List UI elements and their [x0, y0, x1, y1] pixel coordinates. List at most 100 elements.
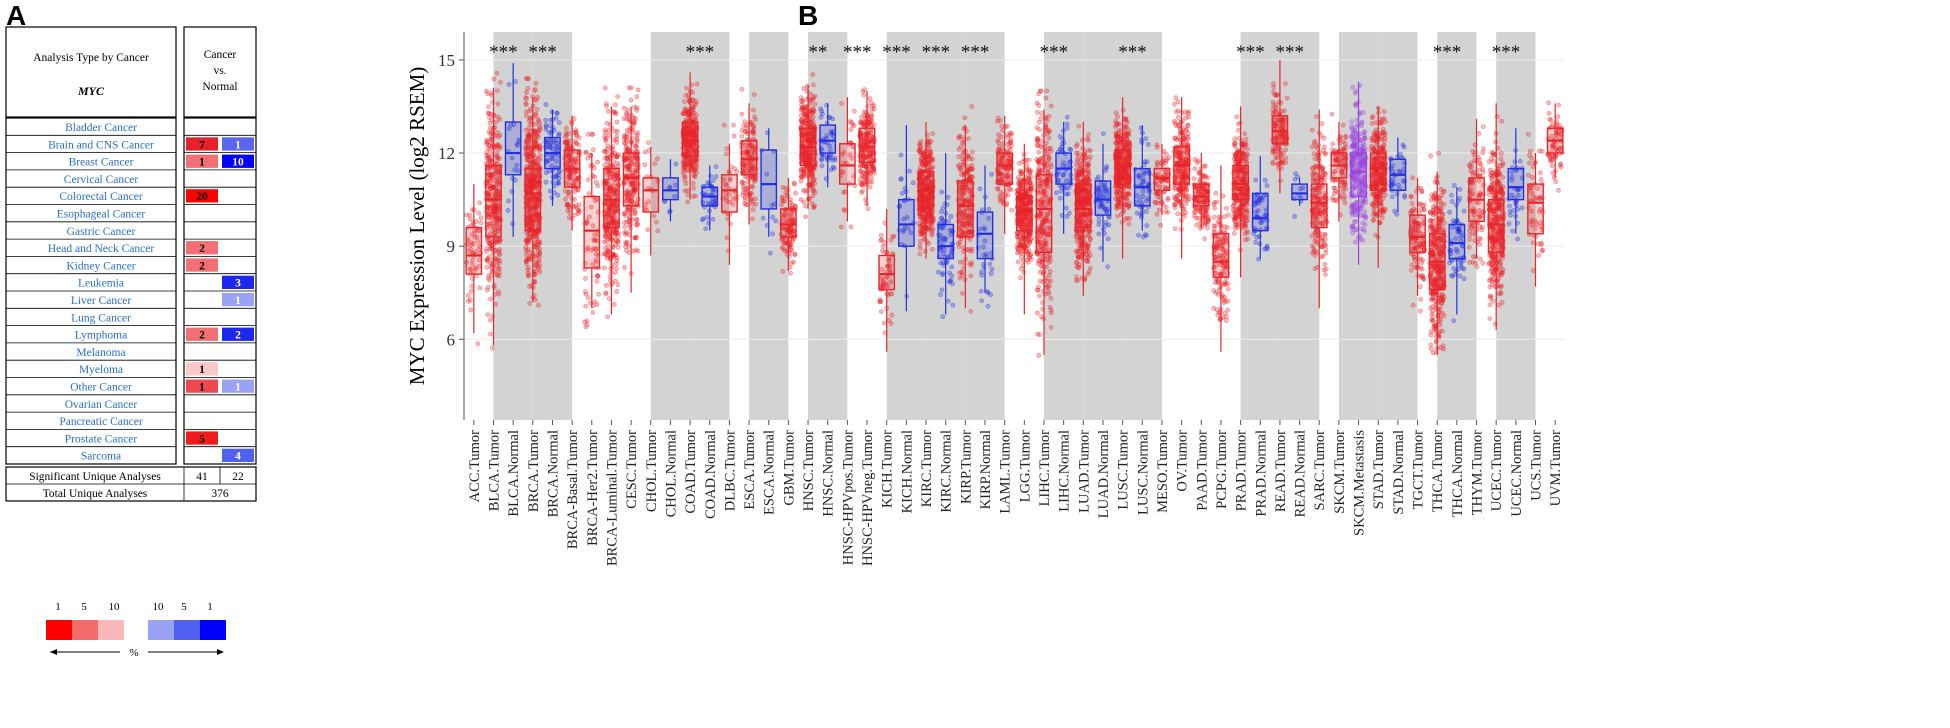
data-point [674, 162, 678, 166]
data-point [487, 278, 491, 282]
legend-unit: % [129, 647, 138, 659]
data-point [1016, 260, 1020, 264]
data-point [918, 239, 922, 243]
data-point [714, 174, 718, 178]
data-point [686, 193, 690, 197]
data-point [544, 180, 548, 184]
data-point [700, 218, 704, 222]
data-point [536, 131, 540, 135]
data-point [704, 227, 708, 231]
data-point [947, 219, 951, 223]
total-value: 376 [211, 488, 229, 500]
data-point [586, 178, 590, 182]
x-tick-label: BRCA-Luminal.Tumor [604, 430, 620, 566]
data-point [604, 283, 608, 287]
data-point [745, 203, 749, 207]
data-point [613, 271, 617, 275]
data-point [872, 123, 876, 127]
cancer-name: Colorectal Cancer [59, 191, 143, 203]
data-point [869, 176, 873, 180]
data-point [957, 155, 961, 159]
data-point [1037, 150, 1041, 154]
data-point [921, 232, 925, 236]
data-point [866, 122, 870, 126]
data-point [1049, 325, 1053, 329]
data-point [592, 166, 596, 170]
data-point [1037, 128, 1041, 132]
data-point [917, 212, 921, 216]
data-point [799, 198, 803, 202]
data-point [931, 132, 935, 136]
data-point [544, 102, 548, 106]
data-point [652, 214, 656, 218]
x-tick-label: DLBC.Tumor [722, 430, 738, 511]
data-point [946, 195, 950, 199]
data-point [740, 112, 744, 116]
data-point [725, 236, 729, 240]
data-point [526, 247, 530, 251]
box [1017, 197, 1032, 231]
y-tick-label: 9 [447, 237, 456, 256]
data-point [623, 225, 627, 229]
down-count: 3 [235, 278, 241, 290]
data-point [929, 221, 933, 225]
x-tick-label: KIRP.Tumor [958, 430, 974, 504]
data-point [927, 209, 931, 213]
data-point [868, 185, 872, 189]
data-point [996, 133, 1000, 137]
data-point [691, 194, 695, 198]
cancer-name: Melanoma [76, 347, 125, 359]
header-analysis-type: Analysis Type by Cancer [33, 52, 149, 64]
data-point [931, 159, 935, 163]
data-point [526, 86, 530, 90]
data-point [803, 204, 807, 208]
data-point [1019, 267, 1023, 271]
data-point [751, 124, 755, 128]
legend-up-swatch [98, 620, 124, 640]
cancer-name: Myeloma [79, 364, 123, 376]
data-point [536, 303, 540, 307]
x-tick-label: HNSC.Normal [821, 430, 837, 517]
data-point [849, 127, 853, 131]
data-point [1058, 196, 1062, 200]
data-point [751, 108, 755, 112]
up-count: 2 [199, 260, 205, 272]
data-point [1047, 280, 1051, 284]
x-tick-label: ESCA.Tumor [742, 430, 758, 510]
data-point [861, 163, 865, 167]
data-point [498, 248, 502, 252]
data-point [538, 158, 542, 162]
data-point [494, 238, 498, 242]
data-point [468, 298, 472, 302]
data-point [1029, 169, 1033, 173]
data-point [513, 178, 517, 182]
data-point [969, 274, 973, 278]
data-point [813, 102, 817, 106]
data-point [624, 147, 628, 151]
data-point [980, 299, 984, 303]
data-point [768, 251, 772, 255]
legend-down-swatch [174, 620, 200, 640]
data-point [526, 268, 530, 272]
data-point [616, 283, 620, 287]
data-point [849, 225, 853, 229]
data-point [535, 262, 539, 266]
data-point [527, 119, 531, 123]
data-point [612, 160, 616, 164]
data-point [527, 155, 531, 159]
data-point [492, 283, 496, 287]
x-tick-label: COAD.Tumor [683, 430, 699, 514]
data-point [1045, 89, 1049, 93]
up-count: 5 [199, 433, 205, 445]
data-point [495, 159, 499, 163]
data-point [839, 225, 843, 229]
data-point [1035, 101, 1039, 105]
data-point [616, 164, 620, 168]
data-point [465, 213, 469, 217]
data-point [917, 148, 921, 152]
data-point [491, 131, 495, 135]
data-point [573, 139, 577, 143]
data-point [842, 190, 846, 194]
data-point [486, 241, 490, 245]
down-count: 1 [235, 295, 241, 307]
